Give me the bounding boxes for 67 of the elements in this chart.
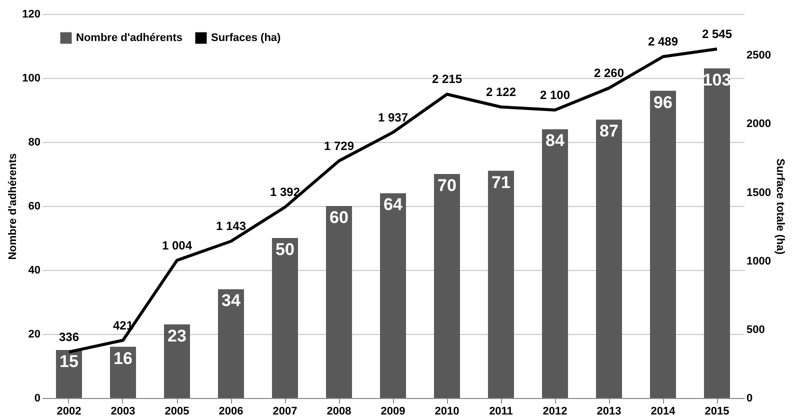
y2-axis-title: Surface totale (ha) [774,158,786,255]
data-label: 336 [58,330,80,344]
data-label: 60 [330,208,348,227]
y2-tick-label: 2000 [746,118,771,130]
data-label: 50 [276,240,294,259]
x-tick-label: 2014 [650,406,676,418]
data-label: 2 489 [648,34,678,49]
x-tick-label: 2009 [380,406,406,418]
bar [272,238,298,398]
y-tick-label: 0 [34,392,40,404]
legend-label: Surfaces (ha) [211,32,282,44]
data-label: 23 [168,326,186,346]
data-label: 15 [60,352,78,371]
data-label: 96 [654,92,672,112]
data-label: 84 [546,131,565,150]
bar [542,129,568,398]
bar [326,206,352,398]
y2-tick-label: 1500 [746,186,771,199]
bar [596,120,622,398]
data-label: 70 [438,176,456,195]
x-tick-label: 2011 [489,406,513,418]
y-tick-label: 120 [22,8,40,20]
x-tick-label: 2015 [704,406,730,418]
data-label: 16 [114,348,132,368]
x-tick-label: 2005 [164,406,190,418]
bar [704,68,730,398]
bar [164,324,190,398]
y-tick-label: 60 [28,200,40,212]
data-label: 1 729 [324,138,354,153]
data-label: 2 260 [594,66,624,80]
bar [110,346,136,398]
data-label: 1 143 [216,219,246,234]
y2-tick-label: 2500 [746,50,771,62]
y-tick-label: 20 [28,328,40,340]
data-label: 64 [384,195,403,214]
data-label: 103 [702,70,732,90]
legend-label: Nombre d'adhérents [76,32,183,44]
data-label: 2 100 [540,88,570,102]
data-label: 1 004 [162,238,192,252]
data-label: 1 937 [378,110,408,124]
x-tick-label: 2006 [218,406,244,418]
x-tick-label: 2002 [56,406,82,418]
y-tick-label: 80 [28,136,40,148]
y-tick-label: 40 [28,264,40,276]
y2-tick-label: 1000 [746,255,771,268]
y2-tick-label: 0 [746,392,753,404]
bar [380,193,406,398]
data-label: 71 [492,172,510,192]
y-axis-title: Nombre d'adhérents [7,153,20,260]
bar [488,170,514,398]
data-label: 2 215 [432,72,462,86]
data-label: 2 122 [486,84,516,99]
x-tick-label: 2013 [596,406,622,418]
data-label: 1 392 [270,185,300,200]
bar [434,174,460,398]
x-tick-label: 2007 [272,406,298,418]
data-label: 2 545 [702,26,732,41]
bar [650,90,676,398]
x-tick-label: 2008 [326,406,352,418]
y-tick-label: 100 [22,72,40,84]
bar [218,289,244,398]
data-label: 34 [222,291,241,310]
x-tick-label: 2003 [110,406,136,418]
data-label: 87 [600,122,618,141]
y2-tick-label: 500 [746,324,765,336]
x-tick-label: 2010 [434,406,460,418]
x-tick-label: 2012 [542,406,568,418]
